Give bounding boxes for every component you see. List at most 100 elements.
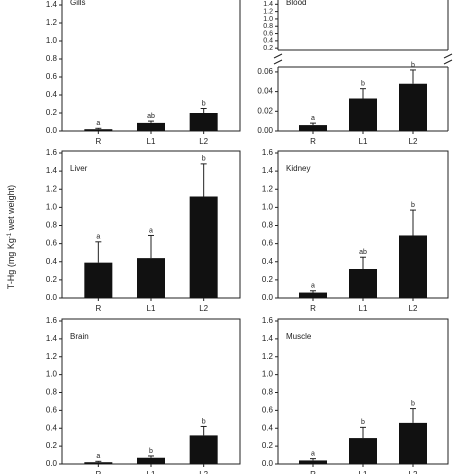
y-tick-label: 1.6 <box>46 316 58 325</box>
significance-letter: b <box>202 156 206 163</box>
panel-title: Kidney <box>286 164 310 173</box>
significance-letter: a <box>311 450 315 457</box>
x-tick-label: L2 <box>409 304 418 313</box>
significance-letter: b <box>202 418 206 425</box>
significance-letter: a <box>96 120 100 127</box>
y-tick-label: 0.2 <box>46 108 58 117</box>
y-axis-label: T-Hg (mg Kg-1 wet weight) <box>6 185 16 289</box>
y-label-sup: -1 <box>7 232 13 238</box>
panel-title: Blood <box>286 0 306 7</box>
y-tick-label: 0.4 <box>263 38 273 45</box>
bar <box>299 292 327 298</box>
y-tick-label: 0.0 <box>46 459 58 468</box>
bar <box>299 125 327 131</box>
y-tick-label: 0.0 <box>46 293 58 302</box>
panel-title: Brain <box>70 332 89 341</box>
significance-letter: ab <box>359 249 367 256</box>
x-tick-label: L2 <box>199 470 208 474</box>
y-tick-label: 0.0 <box>46 126 58 135</box>
y-tick-label: 1.0 <box>263 16 273 23</box>
x-tick-label: L1 <box>147 304 156 313</box>
y-tick-label: 0.2 <box>262 441 274 450</box>
x-tick-label: L2 <box>409 470 418 474</box>
bar <box>137 258 165 298</box>
bar <box>137 122 165 131</box>
x-tick-label: L1 <box>147 137 156 146</box>
y-tick-label: 0.04 <box>257 87 273 96</box>
y-tick-label: 1.2 <box>46 184 58 193</box>
y-tick-label: 1.2 <box>262 352 274 361</box>
y-tick-label: 1.0 <box>46 370 58 379</box>
significance-letter: a <box>311 283 315 290</box>
x-tick-label: R <box>310 470 316 474</box>
y-tick-label: 0.6 <box>263 30 273 37</box>
bar <box>399 422 427 464</box>
panel-title: Liver <box>70 164 88 173</box>
y-tick-label: 0.4 <box>46 257 58 266</box>
significance-letter: b <box>411 202 415 209</box>
bar <box>299 460 327 464</box>
y-tick-label: 1.0 <box>262 370 274 379</box>
y-tick-label: 1.2 <box>263 8 273 15</box>
y-tick-label: 0.8 <box>46 54 58 63</box>
x-tick-label: L1 <box>147 470 156 474</box>
y-tick-label: 0.0 <box>262 459 274 468</box>
y-label-part: wet weight) <box>6 185 16 233</box>
y-tick-label: 0.6 <box>262 405 274 414</box>
x-tick-label: L1 <box>359 470 368 474</box>
bar <box>84 462 113 464</box>
x-tick-label: R <box>95 137 101 146</box>
y-tick-label: 0.8 <box>46 221 58 230</box>
y-tick-label: 0.2 <box>263 45 273 52</box>
x-tick-label: R <box>95 470 101 474</box>
y-tick-label: 1.2 <box>262 184 274 193</box>
y-tick-label: 0.6 <box>262 239 274 248</box>
y-tick-label: 1.2 <box>46 18 58 27</box>
y-tick-label: 1.0 <box>262 202 274 211</box>
y-tick-label: 1.6 <box>262 148 274 157</box>
significance-letter: b <box>361 81 365 88</box>
y-tick-label: 1.4 <box>262 166 274 175</box>
y-tick-label: 0.8 <box>262 388 274 397</box>
y-tick-label: 0.0 <box>262 293 274 302</box>
y-tick-label: 0.6 <box>46 239 58 248</box>
bar <box>84 262 113 298</box>
bar <box>399 83 427 131</box>
y-tick-label: 0.4 <box>46 90 58 99</box>
bar <box>349 98 377 131</box>
y-tick-label: 1.4 <box>263 1 273 8</box>
y-tick-label: 0.2 <box>262 275 274 284</box>
x-tick-label: L2 <box>199 137 208 146</box>
y-tick-label: 1.4 <box>46 166 58 175</box>
y-tick-label: 0.4 <box>262 257 274 266</box>
y-tick-label: 1.6 <box>46 148 58 157</box>
x-tick-label: L1 <box>359 137 368 146</box>
panel-title: Gills <box>70 0 86 7</box>
y-tick-label: 0.00 <box>257 126 273 135</box>
y-tick-label: 0.6 <box>46 72 58 81</box>
y-tick-label: 1.4 <box>46 0 58 9</box>
y-tick-label: 0.4 <box>46 423 58 432</box>
panel-title: Muscle <box>286 332 312 341</box>
significance-letter: a <box>311 115 315 122</box>
bar <box>137 457 165 464</box>
y-tick-label: 0.02 <box>257 106 273 115</box>
y-tick-label: 0.4 <box>262 423 274 432</box>
significance-letter: b <box>411 62 415 69</box>
frame <box>61 0 241 132</box>
y-tick-label: 0.6 <box>46 405 58 414</box>
y-tick-label: 0.8 <box>46 388 58 397</box>
y-tick-label: 1.6 <box>262 316 274 325</box>
y-tick-label: 1.4 <box>262 334 274 343</box>
bar <box>189 196 218 298</box>
bar <box>189 435 218 464</box>
significance-letter: b <box>149 448 153 455</box>
x-tick-label: R <box>95 304 101 313</box>
significance-letter: ab <box>147 113 155 120</box>
y-tick-label: 1.0 <box>46 36 58 45</box>
significance-letter: b <box>411 400 415 407</box>
y-tick-label: 1.4 <box>46 334 58 343</box>
x-tick-label: R <box>310 304 316 313</box>
significance-letter: a <box>96 453 100 460</box>
